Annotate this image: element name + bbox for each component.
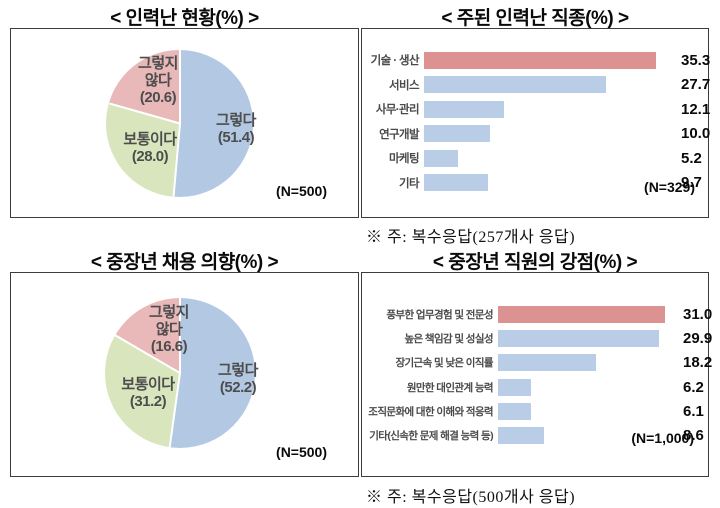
- bar-value-label: 6.2: [683, 378, 704, 396]
- pie-slice-label-yes: 그렇다 (52.2): [218, 362, 258, 396]
- bar-row: 조직문화에 대한 이해와 적응력 6.1: [362, 399, 708, 423]
- bar-value-label: 31.0: [683, 305, 713, 323]
- sample-size-label: (N=1,000): [631, 430, 694, 446]
- bar-row: 기술 · 생산 35.3: [362, 48, 711, 73]
- bar-category-label: 조직문화에 대한 이해와 적응력: [368, 405, 493, 418]
- pie-chart-hiring-intention: [105, 298, 255, 448]
- bar-fill: [424, 76, 607, 94]
- bar-row: 기타(신속한 문제 해결 능력 등) 8.6: [362, 423, 708, 447]
- bar-value-label: 35.3: [681, 51, 711, 69]
- panel-pie-labor-shortage-status: 그렇다 (51.4) 보통이다 (28.0) 그렇지 않다 (20.6) (N=…: [10, 28, 359, 218]
- bar-category-label: 사무·관리: [375, 104, 420, 117]
- chart-title-labor-shortage-status: < 인력난 현황(%) >: [110, 8, 259, 29]
- bar-fill: [424, 100, 504, 118]
- bar-category-label: 기술 · 생산: [370, 55, 420, 68]
- bar-track: [424, 76, 674, 94]
- bar-fill: [424, 149, 459, 167]
- bar-category-label: 장기근속 및 낮은 이직률: [395, 357, 493, 370]
- footnote-multiple-response-top: ※ 주: 복수응답(257개사 응답): [366, 229, 576, 246]
- bar-fill: [424, 174, 488, 192]
- panel-bar-middle-aged-strengths: 풍부한 업무경험 및 전문성 31.0 높은 책임감 및 성실성 29.9 장기…: [361, 272, 712, 477]
- pie-slice-label-neutral: 보통이다 (28.0): [123, 131, 177, 165]
- bar-rows: 풍부한 업무경험 및 전문성 31.0 높은 책임감 및 성실성 29.9 장기…: [362, 302, 712, 448]
- pie-slice-label-no: 그렇지 않다 (16.6): [149, 304, 189, 355]
- chart-title-middle-aged-strengths: < 중장년 직원의 강점(%) >: [432, 252, 638, 273]
- bar-track: [424, 100, 674, 118]
- chart-title-main-shortage-jobs: < 주된 인력난 직종(%) >: [441, 8, 629, 29]
- bar-category-label: 풍부한 업무경험 및 전문성: [386, 308, 493, 321]
- bar-fill: [498, 329, 660, 347]
- bar-value-label: 5.2: [681, 149, 702, 167]
- bar-track: [498, 402, 676, 420]
- pie-slice-label-neutral: 보통이다 (31.2): [121, 376, 175, 410]
- pie-slice-label-no: 그렇지 않다 (20.6): [138, 55, 178, 106]
- panel-pie-hiring-intention: 그렇다 (52.2) 보통이다 (31.2) 그렇지 않다 (16.6) (N=…: [10, 272, 359, 477]
- bar-fill: [498, 305, 666, 323]
- bar-track: [424, 51, 674, 69]
- pie-slice-label-yes: 그렇다 (51.4): [216, 112, 256, 146]
- sample-size-label: (N=329): [644, 179, 695, 195]
- bar-fill: [498, 427, 545, 445]
- bar-value-label: 18.2: [683, 354, 713, 372]
- bar-row: 연구개발 10.0: [362, 122, 711, 147]
- bar-track: [498, 378, 676, 396]
- bar-value-label: 6.1: [683, 402, 704, 420]
- bar-track: [498, 305, 676, 323]
- bar-category-label: 서비스: [389, 79, 420, 92]
- pie-slice-separator: [179, 298, 181, 373]
- bar-category-label: 기타: [399, 177, 420, 190]
- bar-category-label: 마케팅: [389, 153, 420, 166]
- bar-category-label: 기타(신속한 문제 해결 능력 등): [369, 430, 493, 443]
- bar-category-label: 높은 책임감 및 성실성: [404, 332, 494, 345]
- bar-value-label: 8.6: [683, 427, 704, 445]
- bar-value-label: 12.1: [681, 100, 711, 118]
- bar-fill: [424, 51, 657, 69]
- bar-track: [424, 125, 674, 143]
- bar-track: [498, 354, 676, 372]
- bar-row: 기타 9.7: [362, 171, 708, 196]
- bar-row: 마케팅 5.2: [362, 146, 708, 171]
- panel-bar-main-shortage-jobs: 기술 · 생산 35.3 서비스 27.7 사무·관리 12.1 연구개발 10…: [361, 28, 711, 218]
- bar-row: 풍부한 업무경험 및 전문성 31.0: [362, 302, 712, 326]
- sample-size-label: (N=500): [276, 183, 327, 199]
- bar-track: [498, 427, 676, 445]
- bar-value-label: 27.7: [681, 76, 711, 94]
- chart-title-hiring-intention: < 중장년 채용 의향(%) >: [90, 252, 279, 273]
- bar-row: 서비스 27.7: [362, 73, 711, 98]
- bar-category-label: 연구개발: [379, 128, 420, 141]
- bar-row: 사무·관리 12.1: [362, 97, 711, 122]
- bar-track: [424, 174, 674, 192]
- footnote-multiple-response-bottom: ※ 주: 복수응답(500개사 응답): [366, 489, 576, 506]
- bar-fill: [498, 354, 597, 372]
- bar-rows: 기술 · 생산 35.3 서비스 27.7 사무·관리 12.1 연구개발 10…: [362, 48, 711, 196]
- bar-fill: [498, 378, 532, 396]
- bar-value-label: 10.0: [681, 125, 711, 143]
- pie-chart-labor-shortage-status: [106, 50, 253, 197]
- bar-value-label: 29.9: [683, 329, 713, 347]
- bar-row: 장기근속 및 낮은 이직률 18.2: [362, 351, 712, 375]
- bar-row: 원만한 대인관계 능력 6.2: [362, 375, 708, 399]
- bar-category-label: 원만한 대인관계 능력: [406, 381, 494, 394]
- bar-track: [498, 329, 676, 347]
- bar-track: [424, 149, 674, 167]
- pie-slice-separator: [178, 50, 181, 124]
- bar-fill: [424, 125, 490, 143]
- bar-row: 높은 책임감 및 성실성 29.9: [362, 326, 712, 350]
- bar-value-label: 9.7: [681, 174, 702, 192]
- sample-size-label: (N=500): [276, 444, 327, 460]
- bar-fill: [498, 402, 531, 420]
